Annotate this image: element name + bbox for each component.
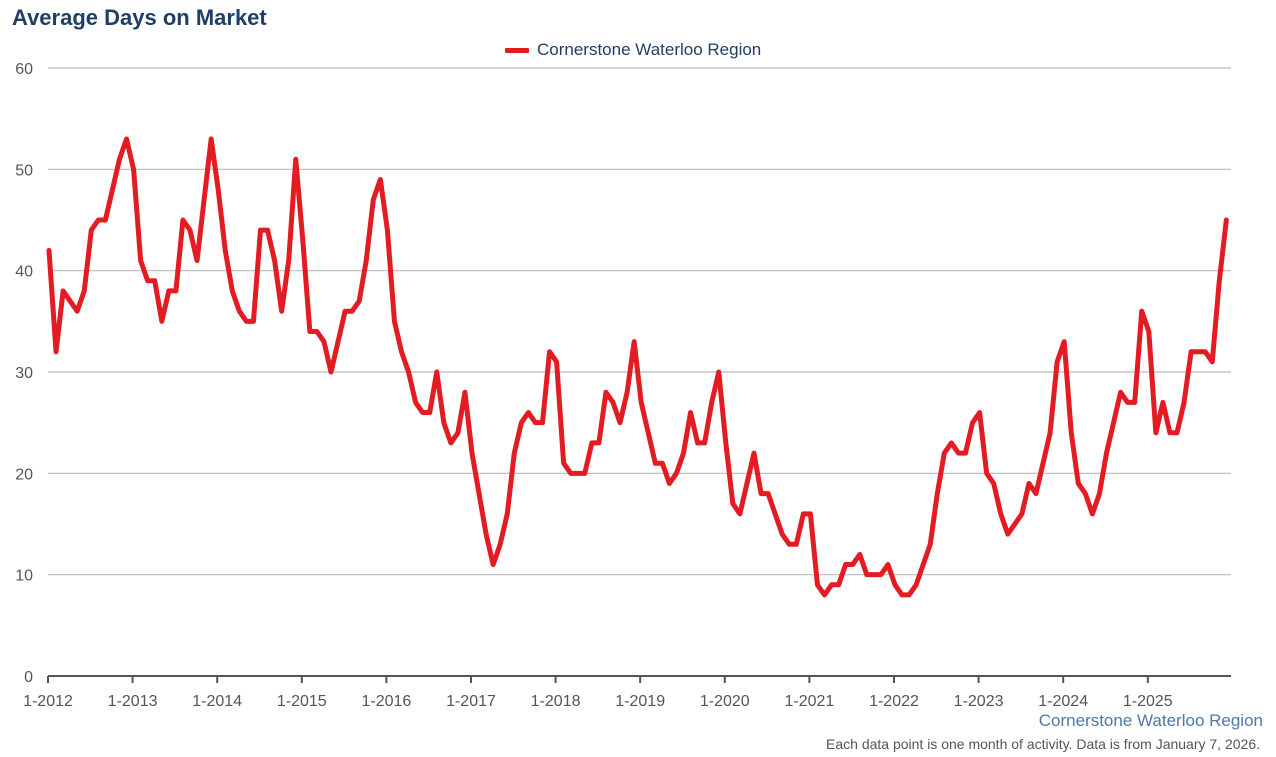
legend: Cornerstone Waterloo Region xyxy=(505,40,761,60)
x-tick-label: 1-2022 xyxy=(869,693,919,710)
x-tick-label: 1-2016 xyxy=(361,693,411,710)
footnote: Each data point is one month of activity… xyxy=(826,736,1260,752)
x-axis: 1-2012 1-2013 1-2014 1-2015 1-2016 1-2017 1-20… xyxy=(23,675,1231,710)
x-tick-label: 1-2012 xyxy=(23,693,73,710)
series-line xyxy=(46,136,1229,598)
x-tick-label: 1-2019 xyxy=(615,693,665,710)
legend-label: Cornerstone Waterloo Region xyxy=(537,40,762,59)
chart-title: Average Days on Market xyxy=(12,5,267,30)
x-tick-label: 1-2014 xyxy=(192,693,242,710)
gridlines xyxy=(48,67,1231,576)
x-tick-label: 1-2025 xyxy=(1123,693,1173,710)
y-tick-label: 10 xyxy=(15,568,33,585)
x-tick-label: 1-2023 xyxy=(954,693,1004,710)
y-tick-label: 20 xyxy=(15,466,33,483)
legend-swatch xyxy=(505,47,529,53)
x-tick-label: 1-2024 xyxy=(1038,693,1088,710)
x-tick-label: 1-2015 xyxy=(277,693,327,710)
series-layer xyxy=(46,136,1229,598)
y-tick-label: 40 xyxy=(15,264,33,281)
y-tick-label: 0 xyxy=(24,669,33,686)
y-tick-label: 30 xyxy=(15,365,33,382)
source-label: Cornerstone Waterloo Region xyxy=(1038,711,1263,730)
x-tick-label: 1-2017 xyxy=(446,693,496,710)
x-tick-label: 1-2018 xyxy=(531,693,581,710)
y-tick-label: 50 xyxy=(15,162,33,179)
x-tick-label: 1-2021 xyxy=(784,693,834,710)
y-axis-ticks: 0 10 20 30 40 50 60 xyxy=(15,61,33,686)
x-tick-label: 1-2013 xyxy=(108,693,158,710)
y-tick-label: 60 xyxy=(15,61,33,78)
x-tick-label: 1-2020 xyxy=(700,693,750,710)
